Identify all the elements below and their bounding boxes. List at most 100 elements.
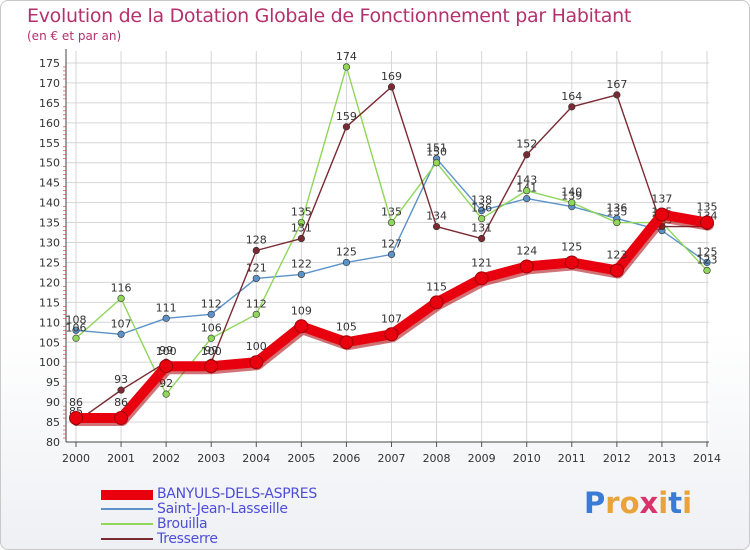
data-label: 106 (201, 321, 222, 334)
x-tick-label: 2008 (423, 452, 451, 465)
chart-subtitle: (en € et par an) (27, 29, 122, 43)
data-point (69, 411, 83, 426)
logo-letter: o (619, 486, 640, 520)
data-point (342, 63, 351, 71)
legend-swatch (101, 523, 153, 525)
x-tick-label: 2014 (693, 452, 721, 465)
legend-item: Saint-Jean-Lasseille (101, 501, 361, 518)
x-tick-label: 2003 (197, 452, 225, 465)
legend-label: Tresserre (157, 531, 218, 547)
legend-swatch (101, 538, 153, 540)
data-point (474, 271, 489, 286)
x-tick-label: 2001 (107, 452, 135, 465)
data-label: 152 (516, 138, 537, 151)
data-point (564, 255, 579, 270)
data-label: 137 (651, 193, 672, 206)
x-tick-label: 2009 (468, 452, 496, 465)
legend-swatch (101, 508, 153, 510)
data-label: 138 (471, 194, 492, 207)
x-tick-label: 2002 (152, 452, 180, 465)
data-label: 112 (246, 297, 267, 310)
y-tick-label: 165 (39, 97, 60, 110)
legend-swatch (101, 490, 153, 500)
data-label: 106 (66, 321, 87, 334)
data-point (252, 310, 260, 318)
data-point (568, 103, 576, 111)
data-point (252, 246, 260, 255)
data-point (297, 270, 305, 279)
data-label: 140 (561, 186, 582, 199)
data-label: 136 (471, 202, 492, 215)
data-label: 135 (697, 201, 718, 214)
data-label: 107 (381, 312, 402, 325)
data-label: 122 (291, 257, 312, 270)
data-label: 125 (561, 240, 582, 253)
data-point (700, 215, 714, 230)
data-point (387, 250, 396, 259)
logo-letter: x (639, 486, 659, 520)
data-label: 86 (114, 396, 128, 409)
data-point (72, 334, 80, 342)
data-point (384, 327, 399, 342)
data-label: 135 (381, 206, 402, 219)
y-tick-label: 160 (39, 117, 60, 130)
x-tick-label: 2000 (62, 452, 90, 465)
data-label: 100 (246, 340, 267, 353)
data-point (204, 359, 219, 374)
y-tick-label: 125 (39, 256, 60, 269)
data-point (252, 274, 260, 283)
data-label: 100 (201, 345, 222, 358)
data-label: 139 (561, 190, 582, 203)
legend-item: BANYULS-DELS-ASPRES (101, 486, 361, 503)
data-label: 127 (381, 237, 402, 250)
data-point (432, 159, 441, 167)
data-point (432, 222, 441, 231)
y-tick-label: 80 (46, 436, 60, 449)
legend-item: Brouilla (101, 516, 361, 533)
data-point (339, 335, 354, 350)
y-tick-label: 130 (39, 237, 60, 250)
data-label: 150 (426, 146, 447, 159)
y-tick-label: 100 (39, 356, 60, 369)
data-label: 121 (471, 256, 492, 269)
logo-letter: t (668, 486, 683, 520)
x-tick-label: 2005 (287, 452, 315, 465)
data-label: 151 (426, 142, 447, 155)
data-label: 93 (114, 373, 128, 386)
data-label: 174 (336, 50, 357, 63)
data-point (703, 266, 711, 275)
data-point (387, 218, 396, 227)
data-label: 125 (336, 245, 357, 258)
data-point (523, 151, 531, 159)
data-point (72, 326, 80, 334)
x-tick-label: 2013 (648, 452, 676, 465)
legend-label: Brouilla (157, 516, 208, 532)
data-point (114, 411, 129, 426)
logo-letter: i (658, 486, 669, 520)
logo-letter: i (682, 486, 693, 520)
data-point (523, 187, 531, 195)
legend-item: Tresserre (101, 531, 361, 548)
data-point (519, 259, 534, 274)
data-point (117, 386, 125, 394)
y-tick-label: 135 (39, 217, 60, 230)
data-label: 111 (156, 301, 177, 314)
logo-letter: r (605, 486, 620, 520)
x-tick-label: 2010 (513, 452, 541, 465)
data-point (162, 314, 170, 322)
data-point (654, 207, 669, 222)
y-tick-label: 150 (39, 157, 60, 170)
y-tick-label: 85 (46, 416, 60, 429)
data-label: 167 (606, 78, 627, 91)
data-point (162, 390, 170, 398)
data-label: 108 (66, 313, 87, 326)
x-tick-label: 2006 (332, 452, 360, 465)
data-label: 125 (697, 245, 718, 258)
data-point (207, 334, 215, 342)
y-tick-label: 120 (39, 276, 60, 289)
data-label: 143 (516, 174, 537, 187)
chart-title: Evolution de la Dotation Globale de Fonc… (27, 5, 632, 27)
data-label: 169 (381, 70, 402, 83)
y-tick-label: 175 (39, 57, 60, 70)
